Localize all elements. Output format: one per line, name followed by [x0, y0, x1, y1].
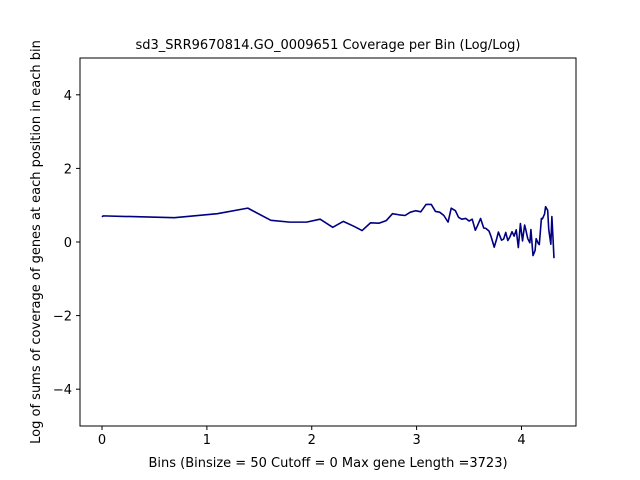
y-tick-label: 4	[64, 89, 72, 104]
coverage-series-line	[101, 203, 555, 259]
y-tick-label: 2	[64, 162, 72, 177]
x-tick-label: 2	[308, 433, 316, 448]
x-axis-label: Bins (Binsize = 50 Cutoff = 0 Max gene L…	[148, 456, 507, 471]
chart-title: sd3_SRR9670814.GO_0009651 Coverage per B…	[136, 38, 521, 53]
x-axis-ticks: 0 1 2 3 4	[98, 426, 526, 448]
y-axis-ticks: −4 −2 0 2 4	[53, 89, 80, 398]
y-tick-label: −4	[53, 383, 72, 398]
x-tick-label: 0	[98, 433, 106, 448]
y-tick-label: 0	[64, 236, 72, 251]
y-tick-label: −2	[53, 310, 72, 325]
plot-area-frame	[79, 57, 577, 427]
y-axis-label: Log of sums of coverage of genes at each…	[29, 40, 44, 444]
x-tick-label: 3	[412, 433, 420, 448]
x-tick-label: 1	[203, 433, 211, 448]
x-tick-label: 4	[517, 433, 525, 448]
